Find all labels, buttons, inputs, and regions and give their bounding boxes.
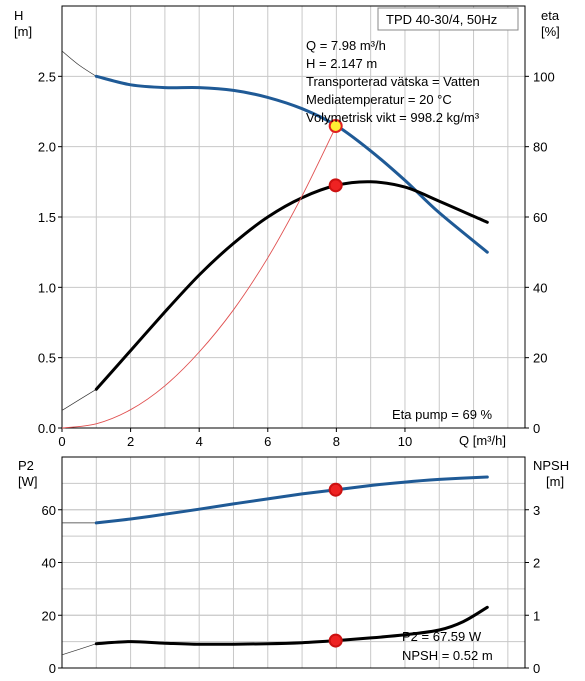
series-line-eta xyxy=(94,180,489,391)
bottom-left-axis-label-2: [W] xyxy=(18,474,38,489)
info-h: H = 2.147 m xyxy=(306,56,377,71)
top-left-axis-label-1: H xyxy=(14,8,23,23)
left-tick-label: 40 xyxy=(42,556,56,571)
right-tick-label: 3 xyxy=(533,503,540,518)
chart-title-box xyxy=(377,7,519,31)
x-tick-label: 10 xyxy=(398,434,412,449)
left-tick-label: 20 xyxy=(42,608,56,623)
x-tick-label: 0 xyxy=(58,434,65,449)
left-tick-label: 60 xyxy=(42,503,56,518)
bottom-grid xyxy=(62,457,525,668)
series-line-h xyxy=(94,74,489,254)
left-tick-label: 2.5 xyxy=(38,69,56,84)
bottom-right-tick-labels: 0 1 2 3 xyxy=(525,503,540,676)
left-tick-label: 1.5 xyxy=(38,210,56,225)
bottom-right-axis-label-2: [m] xyxy=(546,474,564,489)
top-markers xyxy=(328,118,343,193)
info-liquid: Transporterad vätska = Vatten xyxy=(306,74,480,89)
x-axis-label: Q [m³/h] xyxy=(459,433,506,448)
right-tick-label: 2 xyxy=(533,556,540,571)
series-line-p2 xyxy=(94,475,489,525)
bottom-markers xyxy=(328,482,343,648)
series-line-h-extrapolated xyxy=(61,50,97,77)
info-p2: P2 = 67.59 W xyxy=(402,629,482,644)
right-tick-label: 20 xyxy=(533,351,547,366)
x-tick-label: 6 xyxy=(264,434,271,449)
series-line-npsh xyxy=(94,605,489,646)
info-temperature: Mediatemperatur = 20 °C xyxy=(306,92,452,107)
left-tick-label: 0.0 xyxy=(38,421,56,436)
top-left-axis-label-2: [m] xyxy=(14,24,32,39)
operating-point-marker-eta xyxy=(328,178,343,193)
top-left-tick-labels: 0.0 0.5 1.0 1.5 2.0 2.5 xyxy=(38,69,62,436)
x-tick-label: 4 xyxy=(196,434,203,449)
left-tick-label: 2.0 xyxy=(38,140,56,155)
right-tick-label: 100 xyxy=(533,69,555,84)
info-density: Volymetrisk vikt = 998.2 kg/m³ xyxy=(306,110,480,125)
top-grid xyxy=(62,6,525,428)
system-curve-line xyxy=(61,125,337,429)
operating-point-marker-p2 xyxy=(328,482,343,497)
operating-point-marker-h xyxy=(328,118,343,133)
top-series xyxy=(61,50,489,429)
bottom-left-tick-labels: 0 20 40 60 xyxy=(42,503,62,676)
bottom-left-axis-label-1: P2 xyxy=(18,458,34,473)
x-tick-labels: 0 2 4 6 8 10 xyxy=(58,428,412,449)
top-right-tick-labels: 0 20 40 60 80 100 xyxy=(525,69,555,436)
eta-pump-annotation: Eta pump = 69 % xyxy=(392,407,493,422)
left-tick-label: 0.5 xyxy=(38,351,56,366)
right-tick-label: 80 xyxy=(533,140,547,155)
top-right-axis-label-2: [%] xyxy=(541,24,560,39)
series-line-npsh-extrapolated xyxy=(61,643,97,656)
right-tick-label: 0 xyxy=(533,661,540,676)
info-q: Q = 7.98 m³/h xyxy=(306,38,386,53)
chart-title: TPD 40-30/4, 50Hz xyxy=(386,12,497,27)
top-right-axis-label-1: eta xyxy=(541,8,560,23)
right-tick-label: 0 xyxy=(533,421,540,436)
series-line-eta-extrapolated xyxy=(61,389,97,411)
bottom-chart: P2 [W] NPSH [m] 0 20 40 60 0 1 2 3 P2 = 67.59 … xyxy=(18,456,569,676)
info-npsh: NPSH = 0.52 m xyxy=(402,648,493,663)
right-tick-label: 60 xyxy=(533,210,547,225)
top-chart: H [m] eta [%] 0.00.51.01.52.02.5 0204060… xyxy=(14,5,560,449)
bottom-right-axis-label-1: NPSH xyxy=(533,458,569,473)
x-tick-label: 2 xyxy=(127,434,134,449)
right-tick-label: 40 xyxy=(533,280,547,295)
left-tick-label: 1.0 xyxy=(38,280,56,295)
bottom-series xyxy=(61,475,489,656)
operating-point-marker-npsh xyxy=(328,633,343,648)
right-tick-label: 1 xyxy=(533,608,540,623)
x-tick-label: 8 xyxy=(333,434,340,449)
left-tick-label: 0 xyxy=(49,661,56,676)
